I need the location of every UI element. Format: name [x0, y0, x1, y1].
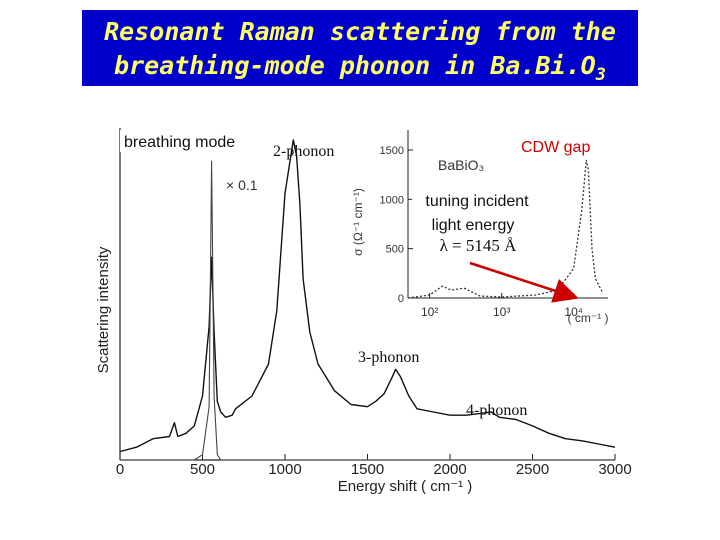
three-phonon-label: 3-phonon — [358, 349, 419, 366]
tuning-label-line-2: light energy — [432, 217, 515, 234]
inset-x-tick-label: 10⁴ — [564, 305, 583, 319]
breathing-mode-label-bg — [120, 130, 260, 152]
scaled-spectrum-trace — [120, 160, 615, 461]
cdw-gap-label: CDW gap — [521, 139, 590, 156]
inset-title: BaBiO₃ — [438, 157, 484, 173]
main-x-tick-label: 1500 — [351, 461, 384, 478]
breathing-mode-label: breathing mode — [124, 134, 235, 151]
title-line-2-subscript: 3 — [595, 65, 606, 85]
main-x-ticks: 0 500 1000 1500 2000 2500 3000 — [116, 454, 632, 478]
inset-ticks: 0 500 1000 1500 10² 10³ 10⁴ — [380, 145, 583, 319]
main-x-tick-label: 1000 — [268, 461, 301, 478]
slide-title: Resonant Raman scattering from the breat… — [82, 10, 638, 86]
spectrum-trace — [119, 139, 616, 453]
main-x-tick-label: 0 — [116, 461, 124, 478]
tuning-label-line-1: tuning incident — [425, 193, 529, 210]
tuning-label-bg — [412, 188, 542, 236]
inset-y-tick-label: 1500 — [380, 145, 404, 157]
main-x-axis-label: Energy shift ( cm⁻¹ ) — [338, 478, 473, 495]
main-x-tick-label: 2000 — [433, 461, 466, 478]
scale-factor-label: × 0.1 — [226, 177, 258, 193]
inset-y-axis-label: σ (Ω⁻¹ cm⁻¹) — [351, 188, 365, 256]
tuning-arrow — [469, 261, 579, 303]
four-phonon-label: 4-phonon — [466, 402, 527, 419]
title-line-2-main: breathing-mode phonon in Ba.Bi.O — [114, 51, 596, 80]
inset-y-tick-label: 500 — [386, 244, 404, 256]
cdw-gap-label-bg — [518, 136, 602, 158]
title-line-2: breathing-mode phonon in Ba.Bi.O3 — [82, 49, 638, 92]
inset-y-tick-label: 0 — [398, 293, 404, 305]
main-x-tick-label: 2500 — [516, 461, 549, 478]
main-series-group — [119, 139, 616, 461]
wavelength-label: λ = 5145 Å — [440, 236, 518, 255]
main-x-tick-label: 3000 — [598, 461, 631, 478]
inset-x-axis-label: ( cm⁻¹ ) — [568, 311, 609, 325]
inset-x-tick-label: 10² — [421, 305, 438, 319]
main-x-tick-label: 500 — [190, 461, 215, 478]
inset-x-tick-label: 10³ — [493, 305, 510, 319]
main-y-axis-label: Scattering intensity — [95, 246, 112, 373]
inset-y-tick-label: 1000 — [380, 194, 404, 206]
two-phonon-label: 2-phonon — [273, 143, 334, 160]
title-line-1: Resonant Raman scattering from the — [104, 17, 616, 46]
